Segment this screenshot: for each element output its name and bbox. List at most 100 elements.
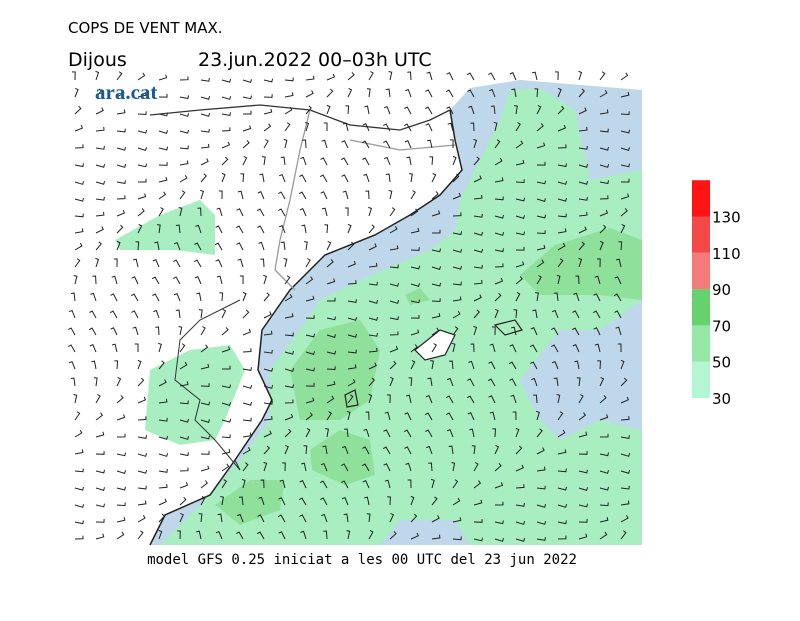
wind-barb xyxy=(343,513,349,523)
wind-barb xyxy=(578,145,588,150)
wind-barb xyxy=(536,485,546,490)
wind-barb xyxy=(620,163,630,168)
day-label: Dijous xyxy=(68,49,127,71)
wind-barb xyxy=(95,503,105,508)
wind-barb xyxy=(557,242,566,251)
wind-barb xyxy=(491,326,496,336)
wind-barb xyxy=(515,484,525,489)
wind-barb xyxy=(536,104,542,115)
wind-barb xyxy=(298,497,307,506)
wind-barb xyxy=(116,224,124,234)
wind-barb xyxy=(572,344,580,353)
wind-barb xyxy=(431,210,441,217)
wind-barb xyxy=(471,445,476,455)
wind-barb xyxy=(515,197,526,202)
wind-barb xyxy=(116,146,126,151)
wind-barb xyxy=(326,350,337,355)
wind-barb xyxy=(137,416,147,421)
wind-barb xyxy=(406,156,412,166)
wind-barb xyxy=(620,396,630,404)
wind-barb xyxy=(515,503,525,507)
wind-barb xyxy=(599,486,609,491)
wind-barb xyxy=(220,496,224,506)
wind-barb xyxy=(620,530,627,540)
wind-barb xyxy=(473,213,483,218)
wind-barb xyxy=(221,172,226,183)
wind-barb xyxy=(200,450,210,455)
wind-barb xyxy=(446,395,454,404)
wind-barb xyxy=(536,428,543,438)
wind-barb xyxy=(200,435,210,440)
wind-barb xyxy=(321,207,328,217)
wind-barb xyxy=(578,211,588,217)
wind-barb xyxy=(73,275,78,285)
wind-barb xyxy=(305,122,310,132)
wind-barb xyxy=(153,309,160,319)
wind-barb xyxy=(473,156,480,166)
wind-barb xyxy=(426,71,433,81)
wind-barb xyxy=(572,310,580,319)
wind-barb xyxy=(237,190,244,200)
wind-barb xyxy=(158,176,168,183)
wind-barb xyxy=(179,400,189,405)
wind-barb xyxy=(221,384,231,389)
wind-barb xyxy=(221,479,228,489)
wind-barb xyxy=(284,444,289,455)
wind-barb xyxy=(284,399,294,404)
wind-barb xyxy=(494,263,504,268)
wind-barb xyxy=(368,362,377,370)
wind-barb xyxy=(593,293,601,302)
wind-barb xyxy=(137,396,147,404)
wind-barb xyxy=(404,446,412,455)
wind-barb xyxy=(319,480,328,489)
wind-barb xyxy=(620,377,628,387)
legend-swatch xyxy=(692,252,710,290)
wind-barb xyxy=(110,327,118,336)
wind-barb xyxy=(452,497,461,506)
wind-barb xyxy=(305,427,311,438)
mallorca xyxy=(414,329,456,361)
wind-barb xyxy=(599,376,605,387)
wind-barb xyxy=(364,496,370,506)
wind-barb xyxy=(173,276,181,285)
wind-barb xyxy=(73,394,78,404)
wind-barb xyxy=(221,463,230,472)
wind-barb xyxy=(515,276,523,285)
wind-barb xyxy=(74,429,83,438)
wind-barb xyxy=(533,394,538,404)
wind-barb xyxy=(536,259,545,268)
wind-barb xyxy=(557,535,567,540)
wind-barb xyxy=(599,164,610,168)
wind-barb xyxy=(240,173,245,183)
wind-barb xyxy=(261,156,266,166)
wind-barb xyxy=(410,314,420,319)
wind-barb xyxy=(215,225,223,234)
wind-barb xyxy=(323,530,328,540)
wind-barb xyxy=(301,224,307,234)
wind-barb xyxy=(578,107,587,115)
wind-barb xyxy=(263,385,274,389)
wind-barb xyxy=(620,359,625,370)
wind-barb xyxy=(216,275,223,285)
wind-barb xyxy=(284,122,291,132)
wind-barb xyxy=(383,140,391,149)
wind-barb xyxy=(557,163,567,168)
wind-barb xyxy=(597,360,602,370)
wind-barb xyxy=(200,128,210,133)
wind-barb xyxy=(403,123,412,132)
wind-barb xyxy=(179,467,189,472)
wind-barb xyxy=(74,486,84,491)
wind-barb xyxy=(363,173,370,183)
wind-barb xyxy=(284,106,293,115)
wind-barb xyxy=(536,161,546,166)
wind-barb xyxy=(446,72,454,81)
wind-barb xyxy=(198,513,203,523)
wind-barb xyxy=(389,331,399,336)
wind-barb xyxy=(90,292,97,302)
wind-barb xyxy=(156,224,161,234)
wind-barb xyxy=(241,479,246,489)
wind-barb xyxy=(553,292,559,302)
wind-barb xyxy=(347,241,355,251)
wind-barb xyxy=(263,349,273,354)
